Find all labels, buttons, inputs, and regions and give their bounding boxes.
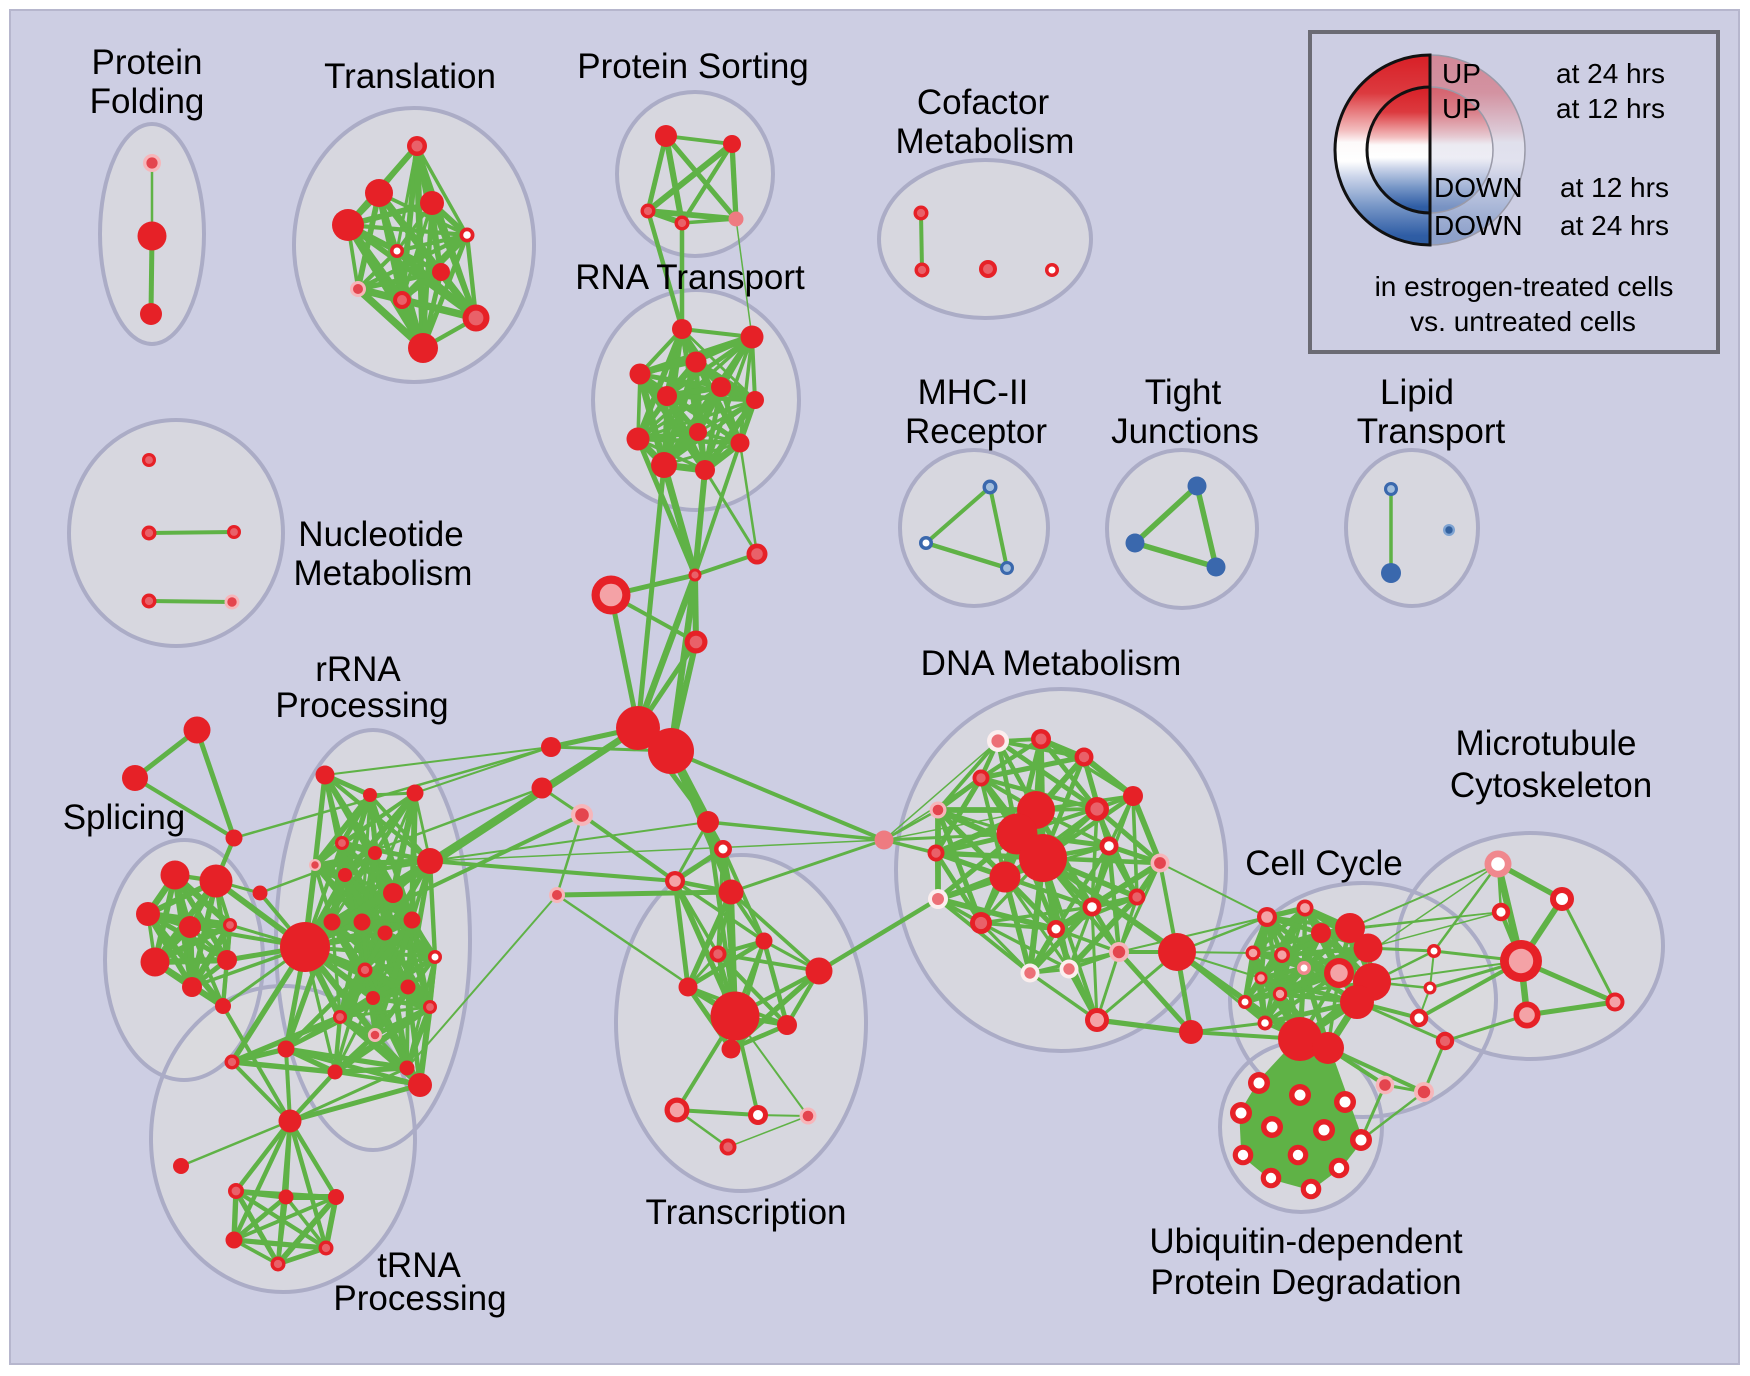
- svg-text:at 12 hrs: at 12 hrs: [1556, 93, 1665, 124]
- svg-text:RNA Transport: RNA Transport: [575, 258, 805, 297]
- svg-text:Protein: Protein: [92, 43, 203, 82]
- svg-text:DNA Metabolism: DNA Metabolism: [921, 644, 1182, 683]
- svg-text:vs. untreated cells: vs. untreated cells: [1410, 306, 1636, 337]
- svg-text:Translation: Translation: [324, 57, 496, 96]
- svg-text:DOWN: DOWN: [1434, 210, 1523, 241]
- svg-text:Ubiquitin-dependent: Ubiquitin-dependent: [1149, 1222, 1463, 1261]
- svg-text:Tight: Tight: [1145, 373, 1222, 412]
- svg-text:Metabolism: Metabolism: [294, 554, 473, 593]
- svg-text:Processing: Processing: [333, 1279, 506, 1318]
- svg-text:Cofactor: Cofactor: [917, 83, 1050, 122]
- svg-text:Cell Cycle: Cell Cycle: [1245, 844, 1403, 883]
- svg-text:Cytoskeleton: Cytoskeleton: [1450, 766, 1652, 805]
- svg-text:UP: UP: [1442, 93, 1481, 124]
- svg-text:at 24 hrs: at 24 hrs: [1560, 210, 1669, 241]
- svg-text:Metabolism: Metabolism: [896, 122, 1075, 161]
- svg-text:Protein Degradation: Protein Degradation: [1150, 1263, 1461, 1302]
- svg-text:DOWN: DOWN: [1434, 172, 1523, 203]
- svg-text:Protein Sorting: Protein Sorting: [577, 47, 809, 86]
- svg-text:at 12 hrs: at 12 hrs: [1560, 172, 1669, 203]
- svg-text:Transcription: Transcription: [646, 1193, 847, 1232]
- svg-text:Lipid: Lipid: [1380, 373, 1454, 412]
- svg-text:Nucleotide: Nucleotide: [298, 515, 463, 554]
- svg-text:Receptor: Receptor: [905, 412, 1047, 451]
- svg-text:at 24 hrs: at 24 hrs: [1556, 58, 1665, 89]
- svg-text:Splicing: Splicing: [63, 798, 186, 837]
- svg-text:UP: UP: [1442, 58, 1481, 89]
- svg-text:Junctions: Junctions: [1111, 412, 1259, 451]
- svg-text:rRNA: rRNA: [315, 650, 401, 689]
- svg-text:Transport: Transport: [1357, 412, 1506, 451]
- svg-text:Microtubule: Microtubule: [1456, 724, 1637, 763]
- svg-text:Processing: Processing: [275, 686, 448, 725]
- svg-text:tRNA: tRNA: [377, 1246, 461, 1285]
- svg-text:in estrogen-treated cells: in estrogen-treated cells: [1375, 271, 1674, 302]
- svg-text:MHC-II: MHC-II: [918, 373, 1029, 412]
- svg-text:Folding: Folding: [90, 82, 205, 121]
